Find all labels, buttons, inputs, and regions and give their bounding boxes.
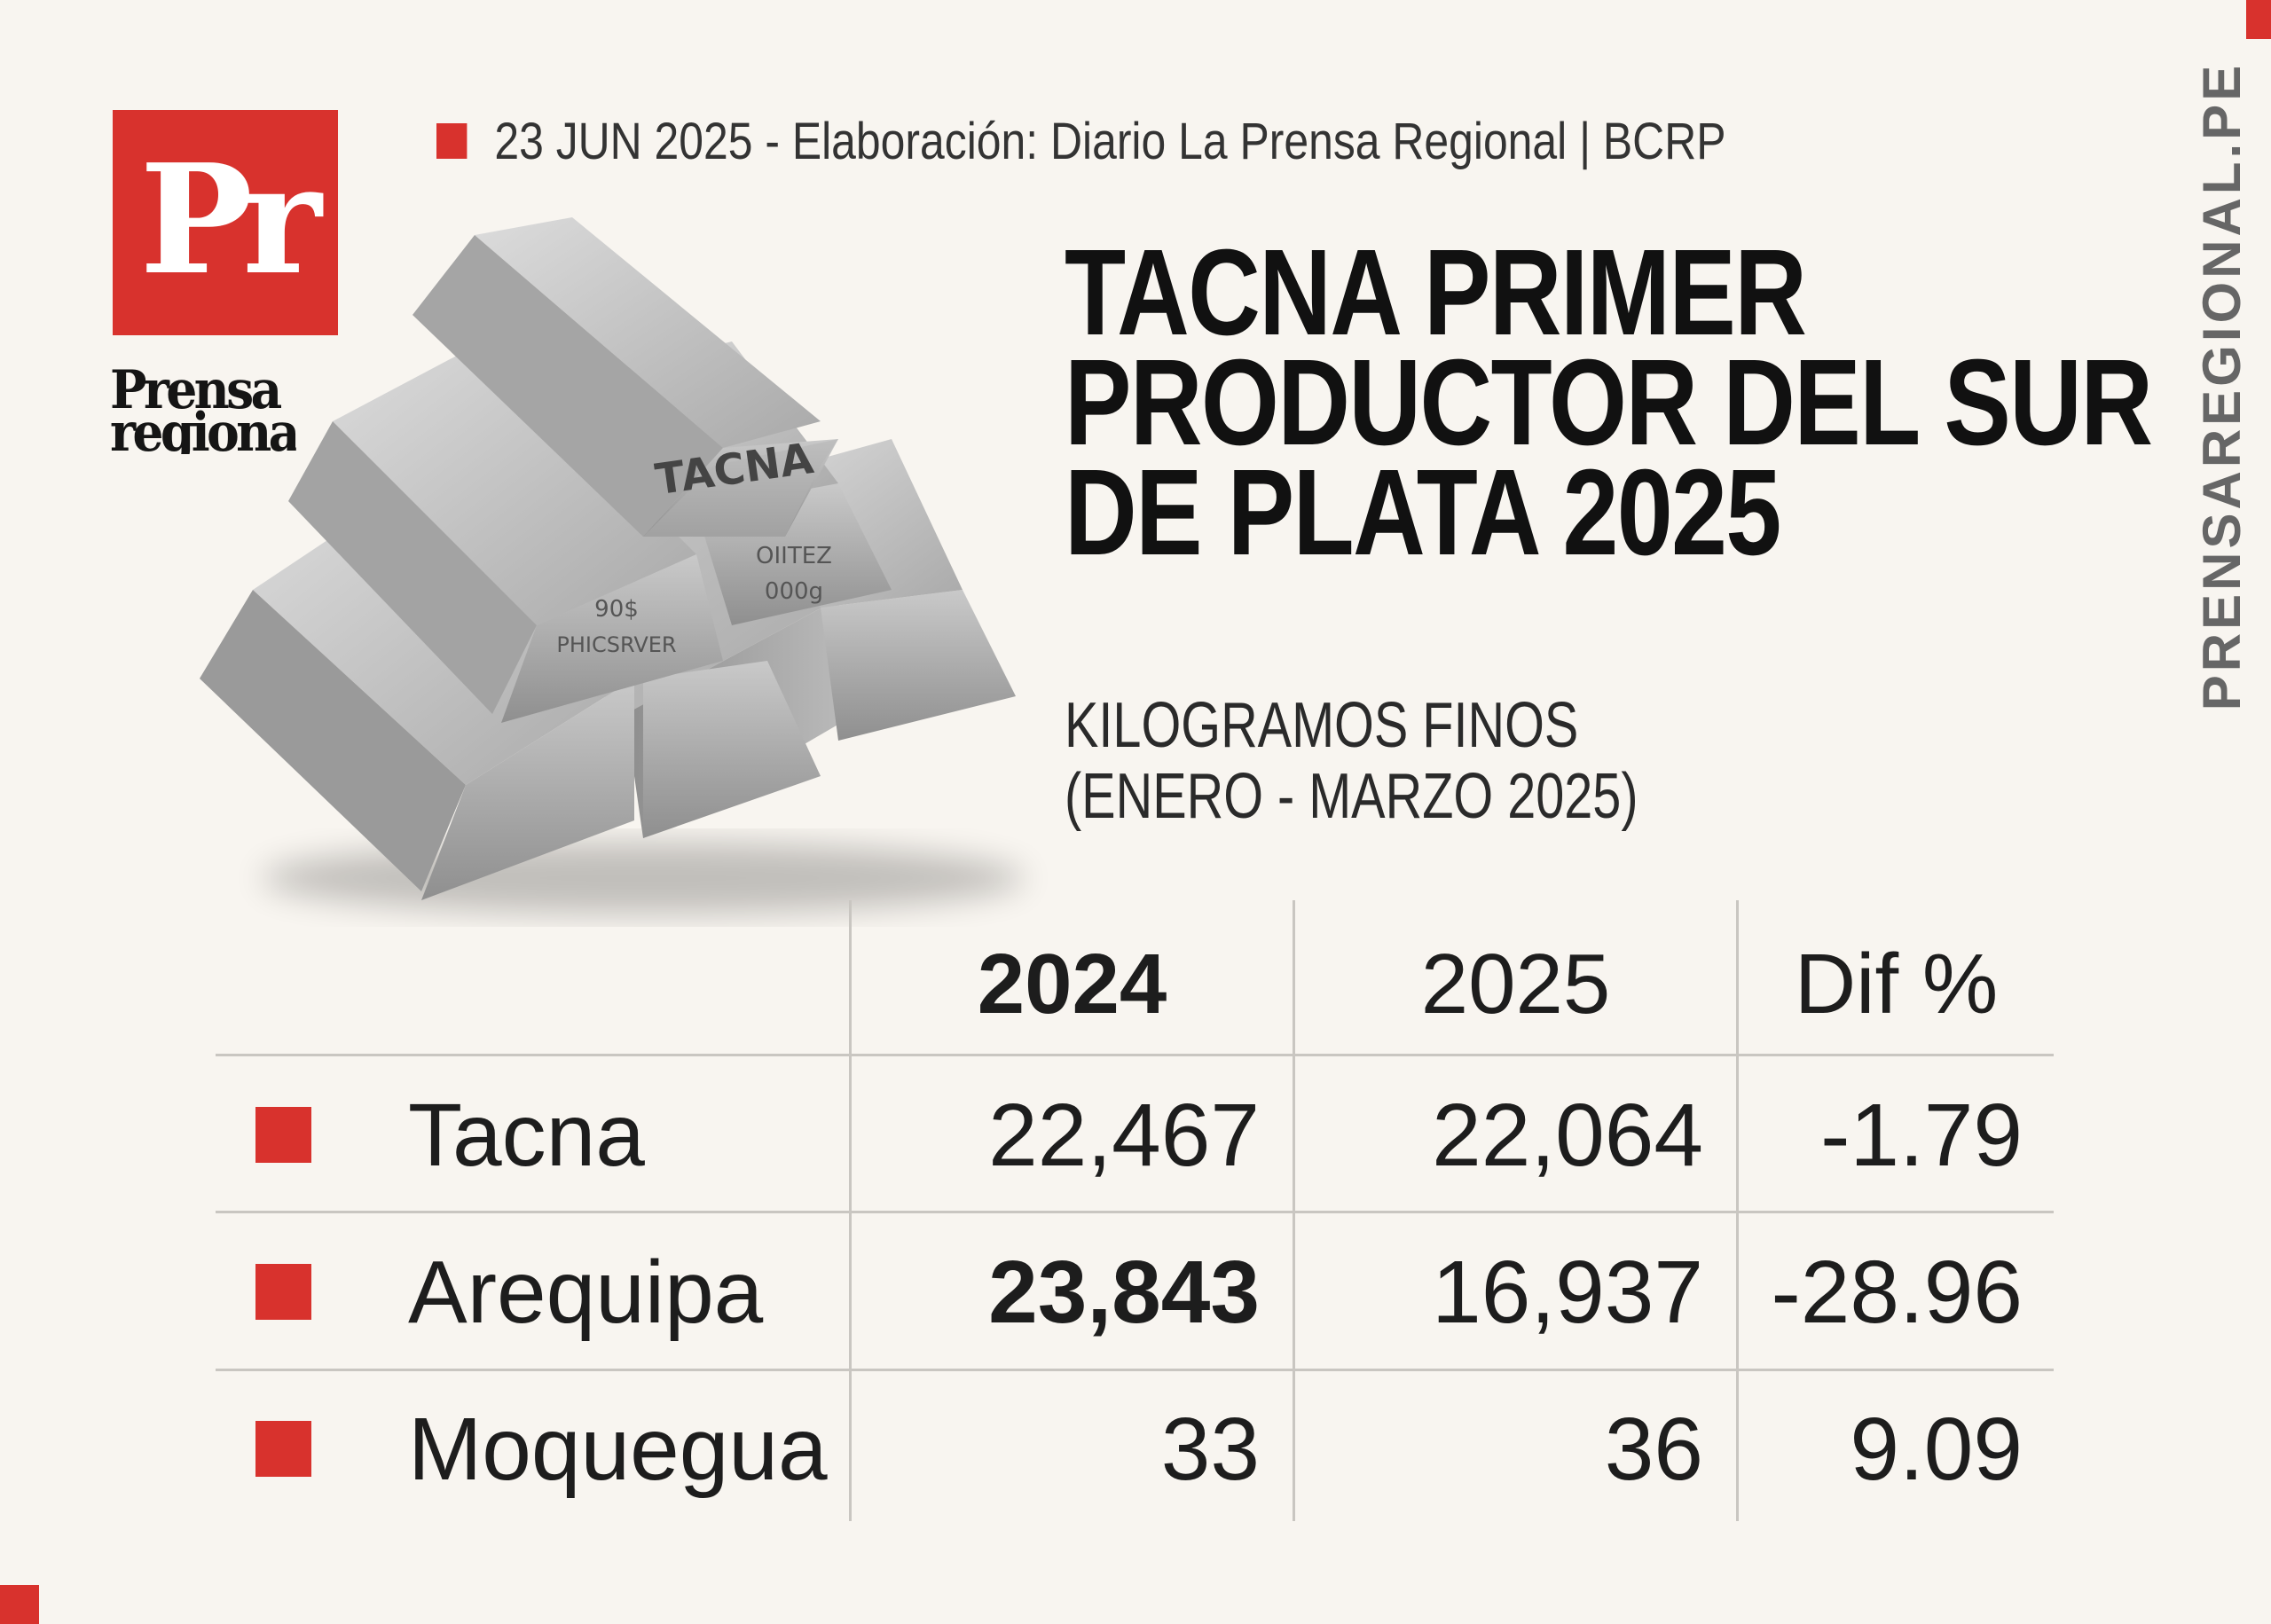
column-header-2025: 2025 [1420, 937, 1611, 1032]
column-divider [849, 900, 852, 1521]
cell-dif: -1.79 [1820, 1085, 2023, 1185]
cell-2024: 33 [1160, 1399, 1260, 1499]
chart-title: TACNA PRIMER PRODUCTOR DEL SUR DE PLATA … [1065, 224, 2153, 581]
silver-bar: 90$ PHICSRVER [288, 341, 723, 723]
corner-accent-bottom [0, 1585, 39, 1624]
bar-stamp: 90$ [594, 596, 639, 623]
title-line: DE PLATA 2025 [1065, 444, 1781, 581]
site-text: PRENSAREGIONAL.PE [2192, 61, 2252, 710]
brand-wordmark: Prensa regional [110, 369, 296, 454]
row-divider [216, 1211, 2054, 1213]
shadow [262, 843, 1025, 914]
site-label: PRENSAREGIONAL.PE [2191, 53, 2253, 718]
silver-bar-top: TACNA [413, 217, 838, 537]
bar-stamp: 000g [765, 578, 823, 605]
row-region: Tacna [408, 1085, 645, 1185]
title-line: PRODUCTOR DEL SUR [1065, 334, 2153, 471]
corner-accent-top [2246, 0, 2271, 39]
silver-bar [643, 661, 821, 838]
chart-subtitle: KILOGRAMOS FINOS (ENERO - MARZO 2025) [1065, 690, 1703, 832]
bar-stamp: OIITEZ [756, 543, 832, 569]
wordmark-line2: regional [110, 402, 296, 454]
cell-2025: 36 [1604, 1399, 1703, 1499]
source-text: 23 JUN 2025 - Elaboración: Diario La Pre… [494, 112, 1726, 170]
wordmark-line1: Prensa [110, 369, 282, 421]
column-header-2024: 2024 [977, 937, 1167, 1032]
row-region: Moquegua [408, 1399, 828, 1499]
subtitle-line: KILOGRAMOS FINOS [1065, 690, 1579, 761]
cell-2024: 23,843 [988, 1242, 1260, 1342]
cell-2025: 22,064 [1432, 1085, 1703, 1185]
cell-2025: 16,937 [1432, 1242, 1703, 1342]
column-divider [1293, 900, 1295, 1521]
red-square-icon [436, 123, 468, 159]
cell-dif: -28.96 [1771, 1242, 2023, 1342]
bar-stamp: PHICSRVER [556, 632, 676, 657]
row-marker-icon [255, 1107, 311, 1163]
brand-logo: Pr [113, 110, 338, 335]
silver-bars-illustration: 90$ PHICSRVER OIITEZ 000g TACNA [200, 217, 1025, 914]
source-line: 23 JUN 2025 - Elaboración: Diario La Pre… [436, 110, 1726, 172]
column-divider [1736, 900, 1739, 1521]
row-marker-icon [255, 1421, 311, 1477]
row-divider [216, 1054, 2054, 1056]
column-header-dif: Dif % [1794, 937, 1999, 1032]
subtitle-line: (ENERO - MARZO 2025) [1065, 761, 1638, 832]
row-marker-icon [255, 1264, 311, 1320]
title-line: TACNA PRIMER [1065, 224, 1807, 361]
cell-dif: 9.09 [1850, 1399, 2023, 1499]
row-divider [216, 1369, 2054, 1371]
logo-letters: Pr [139, 131, 321, 309]
row-region: Arequipa [408, 1242, 764, 1342]
cell-2024: 22,467 [988, 1085, 1260, 1185]
